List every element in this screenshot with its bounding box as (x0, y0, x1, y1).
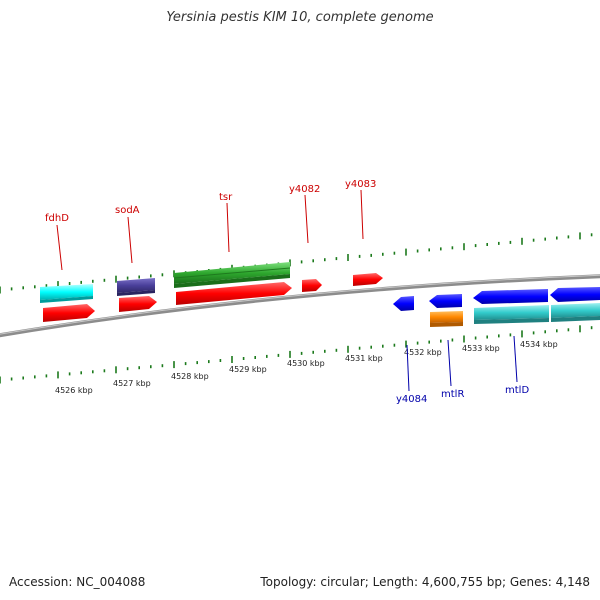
forward-labels: fdhD sodA tsr y4082 y4083 (45, 179, 376, 271)
label-y4084[interactable]: y4084 (396, 394, 427, 405)
gene-tsr[interactable] (176, 282, 292, 305)
forward-gene-track (43, 273, 383, 322)
feature-purple-sodA[interactable] (117, 278, 155, 296)
scale-labels: 4526 kbp 4527 kbp 4528 kbp 4529 kbp 4530… (55, 340, 558, 395)
scale-label: 4526 kbp (55, 386, 93, 395)
genome-backbone (0, 274, 600, 338)
gene-fdhD[interactable] (43, 304, 95, 322)
reverse-labels: y4084 mtlR mtlD (396, 335, 529, 405)
scale-label: 4527 kbp (113, 379, 151, 388)
label-y4083[interactable]: y4083 (345, 179, 376, 190)
label-mtlR[interactable]: mtlR (441, 389, 464, 400)
topology-text: Topology: circular; Length: 4,600,755 bp… (260, 575, 590, 589)
gene-y4083[interactable] (353, 273, 383, 286)
scale-label: 4530 kbp (287, 359, 325, 368)
map-title: Yersinia pestis KIM 10, complete genome (166, 10, 434, 25)
gene-y4082[interactable] (302, 279, 322, 292)
label-fdhD[interactable]: fdhD (45, 213, 69, 224)
scale-label: 4532 kbp (404, 348, 442, 357)
gene-mtlD[interactable] (473, 287, 600, 304)
label-mtlD[interactable]: mtlD (505, 385, 529, 396)
accession-text: Accession: NC_004088 (9, 575, 146, 589)
scale-label: 4529 kbp (229, 365, 267, 374)
feature-green-tsr[interactable] (173, 262, 291, 288)
feature-orange-mtlR[interactable] (430, 311, 463, 327)
gene-sodA[interactable] (119, 296, 157, 312)
scale-label: 4533 kbp (462, 344, 500, 353)
scale-label: 4534 kbp (520, 340, 558, 349)
feature-cyan-mtlD[interactable] (474, 303, 600, 324)
label-y4082[interactable]: y4082 (289, 184, 320, 195)
label-sodA[interactable]: sodA (115, 205, 140, 216)
label-tsr[interactable]: tsr (219, 192, 233, 203)
reverse-gene-track (393, 287, 600, 311)
scale-label: 4528 kbp (171, 372, 209, 381)
outer-feature-track (40, 262, 600, 327)
gene-mtlR[interactable] (429, 294, 462, 308)
genome-backbone-highlight (0, 274, 600, 335)
gene-y4084[interactable] (393, 296, 414, 311)
feature-cyan-fdhD[interactable] (40, 284, 93, 303)
scale-label: 4531 kbp (345, 354, 383, 363)
inner-ticks (0, 325, 593, 384)
